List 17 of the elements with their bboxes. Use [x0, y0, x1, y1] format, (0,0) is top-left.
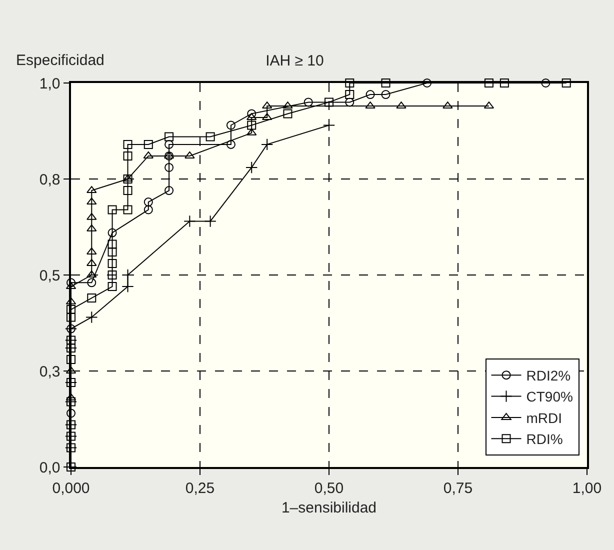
y-tick-label: 0,0 — [39, 459, 60, 476]
y-tick-label: 0,5 — [39, 267, 60, 284]
x-tick-label: 0,50 — [314, 480, 344, 497]
x-tick-label: 0,000 — [52, 480, 90, 497]
legend-label: mRDI — [526, 410, 562, 426]
y-axis-title: Especificidad — [16, 52, 104, 69]
legend-label: RDI2% — [526, 368, 571, 384]
y-tick-label: 0,8 — [39, 171, 60, 188]
legend-label: RDI% — [526, 431, 563, 448]
x-axis-title: 1–sensibilidad — [281, 499, 377, 516]
chart-title: IAH ≥ 10 — [266, 52, 324, 70]
y-tick-label: 1,0 — [39, 75, 60, 92]
x-tick-label: 0,75 — [443, 480, 473, 497]
legend-label: CT90% — [526, 388, 573, 405]
x-tick-label: 1,00 — [572, 480, 602, 497]
y-tick-label: 0,3 — [39, 363, 60, 380]
x-tick-label: 0,25 — [185, 480, 215, 497]
